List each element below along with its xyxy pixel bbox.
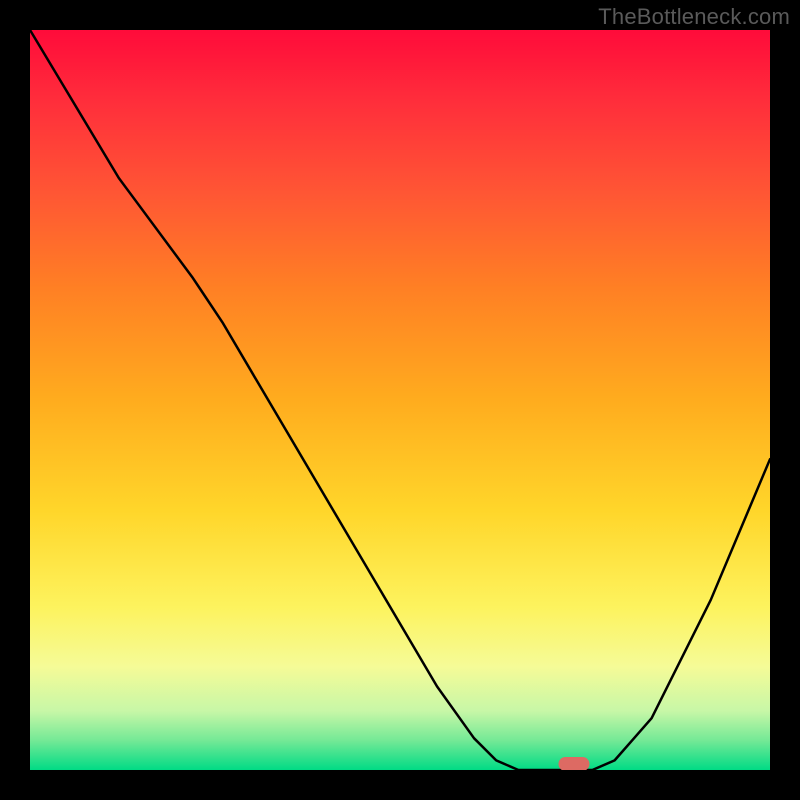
chart-plot-area: [30, 30, 770, 770]
chart-marker-pill: [558, 757, 589, 770]
chart-curve: [30, 30, 770, 770]
watermark-text: TheBottleneck.com: [598, 4, 790, 30]
